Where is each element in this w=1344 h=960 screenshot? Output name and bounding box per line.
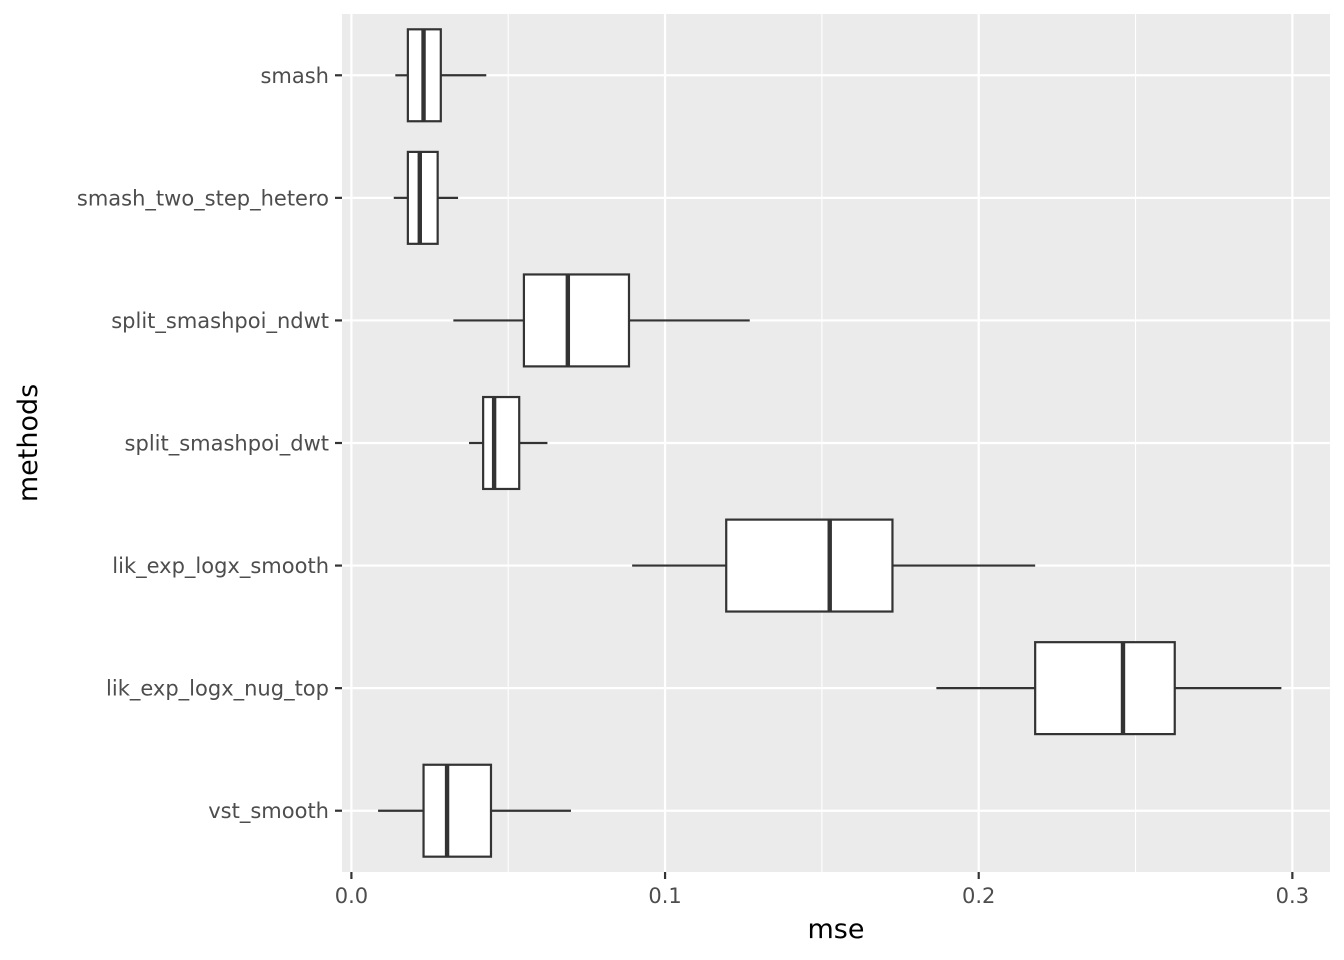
x-tick-label: 0.3: [1276, 884, 1309, 908]
box-smash: [395, 28, 487, 123]
y-tick-label: split_smashpoi_dwt: [125, 432, 329, 457]
y-tick-label: lik_exp_logx_smooth: [112, 554, 329, 579]
y-tick-label: smash_two_step_hetero: [77, 186, 329, 211]
x-axis: 0.0 0.1 0.2 0.3: [335, 872, 1309, 908]
y-tick-label: split_smashpoi_ndwt: [111, 309, 329, 334]
box-body: [725, 518, 894, 613]
x-tick-label: 0.2: [962, 884, 995, 908]
y-axis: smash smash_two_step_hetero split_smashpoi…: [77, 64, 342, 824]
box-lik_exp_logx_nug_top: [936, 641, 1282, 736]
box-body: [522, 273, 631, 368]
box-body: [1034, 641, 1176, 736]
y-tick-label: smash: [260, 64, 329, 88]
x-tick-label: 0.0: [335, 884, 368, 908]
box-body: [482, 395, 521, 491]
boxes-layer: [378, 28, 1282, 858]
box-split_smashpoi_ndwt: [453, 273, 750, 368]
x-tick-label: 0.1: [648, 884, 681, 908]
box-body: [406, 150, 439, 245]
x-axis-title: mse: [808, 914, 865, 945]
box-vst_smooth: [378, 763, 571, 858]
y-tick-label: vst_smooth: [208, 799, 329, 824]
y-tick-label: lik_exp_logx_nug_top: [106, 677, 329, 702]
box-lik_exp_logx_smooth: [632, 518, 1036, 613]
box-smash_two_step_hetero: [393, 150, 459, 245]
y-axis-title: methods: [13, 384, 44, 502]
box-split_smashpoi_dwt: [469, 395, 548, 491]
box-body: [422, 763, 493, 858]
